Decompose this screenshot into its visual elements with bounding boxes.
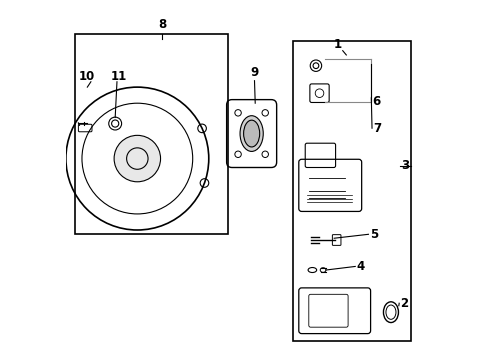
Text: 2: 2 <box>400 297 408 310</box>
Text: 7: 7 <box>372 122 381 135</box>
Circle shape <box>114 135 160 182</box>
Text: 9: 9 <box>250 66 258 79</box>
Ellipse shape <box>240 116 263 152</box>
Text: 5: 5 <box>369 228 377 241</box>
Bar <box>292 41 410 341</box>
Text: 4: 4 <box>356 260 364 273</box>
Text: 11: 11 <box>110 70 126 83</box>
Text: 8: 8 <box>158 18 166 31</box>
Ellipse shape <box>243 120 259 147</box>
Text: 1: 1 <box>333 38 341 51</box>
Text: 3: 3 <box>400 159 408 172</box>
Text: 10: 10 <box>78 70 95 83</box>
Text: 6: 6 <box>372 95 380 108</box>
Bar <box>75 33 228 234</box>
